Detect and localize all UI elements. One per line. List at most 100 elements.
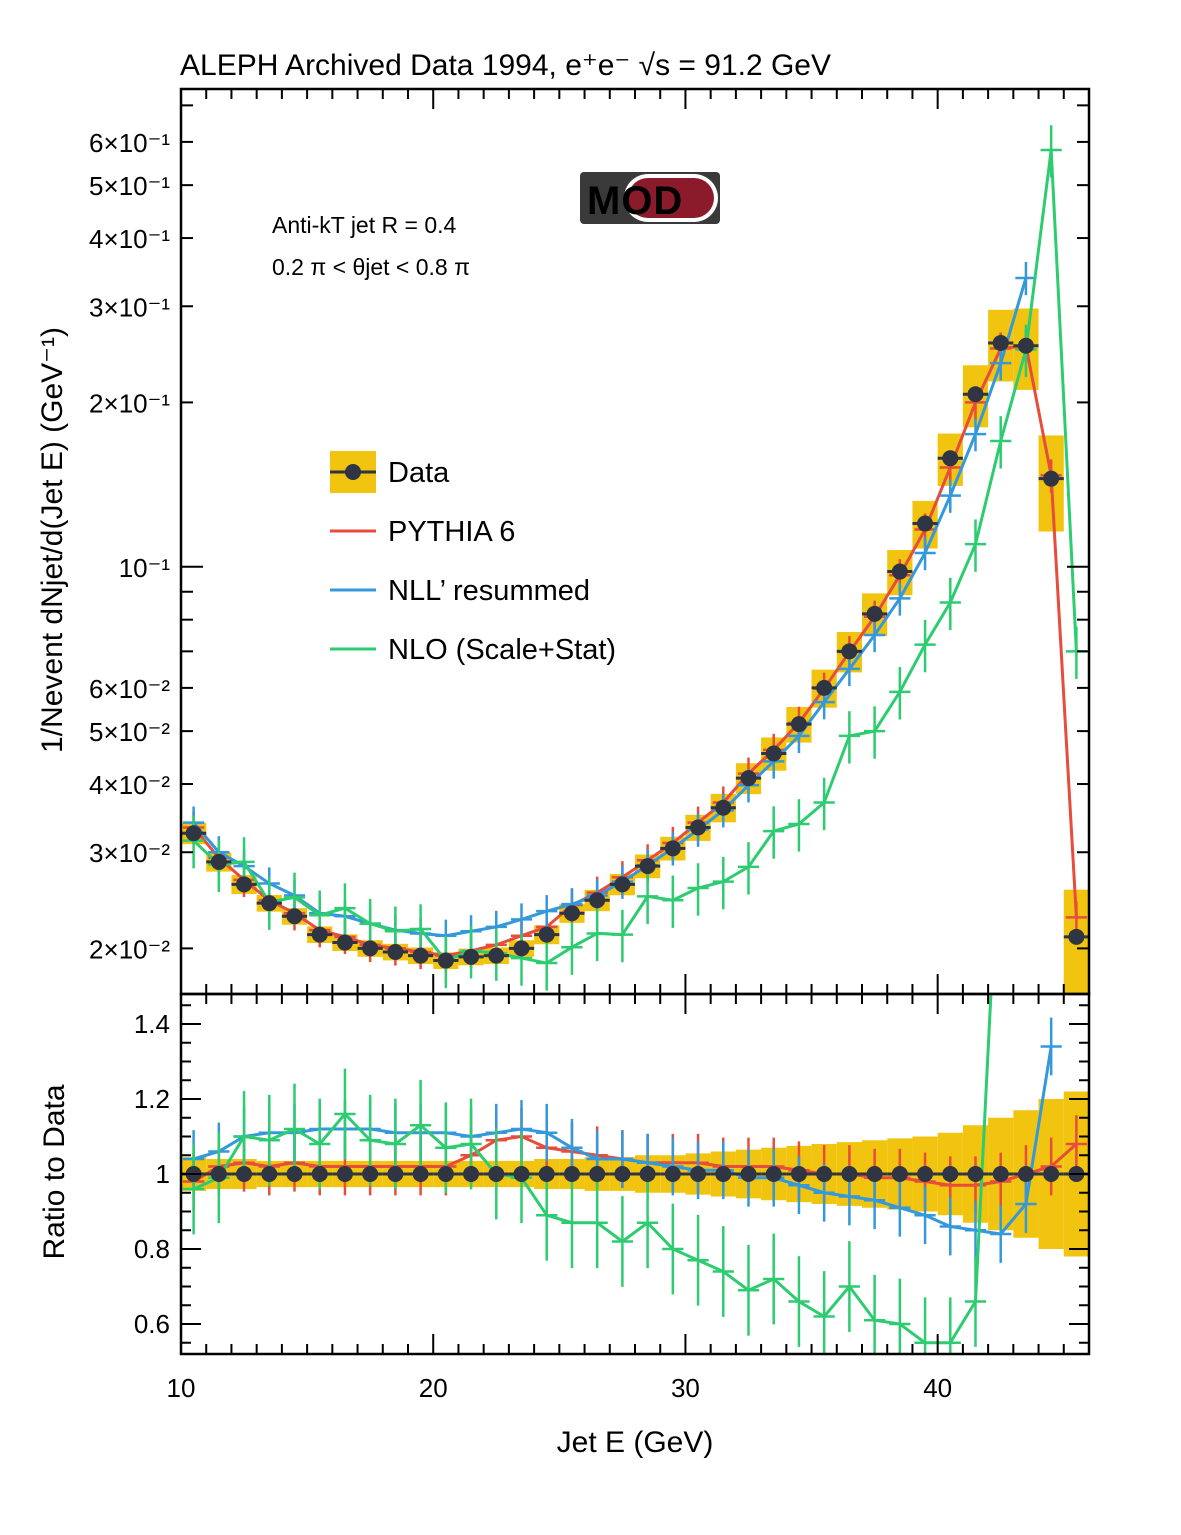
data-point	[740, 1166, 757, 1182]
y-tick-label: 10⁻¹	[119, 553, 171, 583]
data-point	[1043, 470, 1060, 487]
y-tick-label: 4×10⁻¹	[89, 224, 170, 254]
data-point	[412, 947, 429, 964]
y-axis-label-ratio: Ratio to Data	[38, 1084, 71, 1259]
data-point	[1017, 1166, 1034, 1182]
y-tick-label: 1	[156, 1159, 170, 1189]
annotation-theta-cut: 0.2 π < θjet < 0.8 π	[272, 254, 470, 280]
data-point	[437, 952, 454, 969]
data-point	[841, 1166, 858, 1182]
data-point	[336, 934, 353, 951]
ratio-plot: 10 20 30 40 0.6 0.8 1 1.2 1.4	[134, 89, 1091, 1403]
series-line-nll-resummed	[192, 277, 1028, 938]
data-point	[563, 905, 580, 922]
data-point	[412, 1166, 429, 1182]
data-point	[513, 940, 530, 957]
legend-label: Data	[388, 457, 450, 489]
data-point	[816, 1166, 833, 1182]
data-point	[1043, 1166, 1060, 1182]
y-tick-label: 3×10⁻¹	[89, 292, 170, 322]
data-point	[463, 948, 480, 965]
data-point	[917, 515, 934, 532]
x-tick-label: 30	[671, 1373, 700, 1403]
data-point	[286, 908, 303, 925]
data-point	[664, 840, 681, 857]
y-tick-label: 5×10⁻¹	[89, 171, 170, 201]
series-line-nlo-scale-stat-	[193, 994, 993, 1345]
data-point	[261, 895, 278, 912]
data-point	[261, 1166, 278, 1182]
x-axis-label: Jet E (GeV)	[557, 1426, 714, 1459]
data-point	[891, 1166, 908, 1182]
data-point	[437, 1166, 454, 1182]
data-point	[538, 1166, 555, 1182]
data-point	[992, 334, 1009, 351]
data-point	[311, 926, 328, 943]
data-point	[488, 947, 505, 964]
y-tick-label: 1.4	[134, 1009, 170, 1039]
data-point	[362, 1166, 379, 1182]
data-point	[740, 770, 757, 787]
y-tick-label: 5×10⁻²	[89, 717, 170, 747]
x-tick-label: 40	[923, 1373, 952, 1403]
y-tick-label: 3×10⁻²	[89, 838, 170, 868]
data-point	[387, 1166, 404, 1182]
y-tick-label: 6×10⁻¹	[89, 128, 170, 158]
data-point	[790, 1166, 807, 1182]
data-point	[664, 1166, 681, 1182]
y-tick-label: 4×10⁻²	[89, 770, 170, 800]
data-point	[185, 825, 202, 842]
data-point	[236, 1166, 253, 1182]
y-tick-label: 2×10⁻²	[89, 934, 170, 964]
data-point	[589, 1166, 606, 1182]
data-point	[336, 1166, 353, 1182]
legend-item-nlo-scale-stat-: NLO (Scale+Stat)	[330, 634, 616, 666]
data-point	[715, 1166, 732, 1182]
data-point	[942, 450, 959, 467]
chart-title: ALEPH Archived Data 1994, e⁺e⁻ √s = 91.2…	[180, 49, 831, 82]
data-point	[765, 1166, 782, 1182]
x-tick-label: 20	[419, 1373, 448, 1403]
x-tick-label: 10	[167, 1373, 196, 1403]
legend-item-data: Data	[330, 451, 450, 493]
data-point	[891, 563, 908, 580]
data-point	[992, 1166, 1009, 1182]
top-plot: 2×10⁻² 3×10⁻² 4×10⁻² 5×10⁻² 6×10⁻² 10⁻¹ 2×10⁻¹…	[89, 87, 1091, 996]
legend-item-nll-resummed: NLL’ resummed	[330, 575, 590, 607]
y-tick-label: 0.8	[134, 1234, 170, 1264]
data-point	[917, 1166, 934, 1182]
data-point	[362, 940, 379, 957]
data-point	[236, 876, 253, 893]
legend-label: NLO (Scale+Stat)	[388, 634, 616, 666]
data-point	[639, 1166, 656, 1182]
data-point	[639, 858, 656, 875]
data-point	[563, 1166, 580, 1182]
y-tick-label: 6×10⁻²	[89, 674, 170, 704]
logo-text: MOD	[587, 179, 683, 223]
plot-area	[181, 994, 1089, 1354]
data-point	[311, 1166, 328, 1182]
legend-item-pythia-6: PYTHIA 6	[330, 516, 515, 548]
data-point	[463, 1166, 480, 1182]
data-point	[1017, 337, 1034, 354]
data-point	[210, 853, 227, 870]
data-point	[387, 943, 404, 960]
data-point	[715, 799, 732, 816]
data-point	[866, 605, 883, 622]
data-point	[765, 745, 782, 762]
data-point	[1068, 928, 1085, 945]
data-point	[690, 1166, 707, 1182]
data-point	[967, 386, 984, 403]
plot-area	[181, 125, 1089, 994]
data-point	[488, 1166, 505, 1182]
data-point	[513, 1166, 530, 1182]
y-tick-label: 1.2	[134, 1084, 170, 1114]
data-point	[614, 876, 631, 893]
mod-logo: MOD	[580, 172, 720, 224]
data-point	[286, 1166, 303, 1182]
data-point	[589, 892, 606, 909]
y-tick-label: 2×10⁻¹	[89, 388, 170, 418]
data-point	[866, 1166, 883, 1182]
y-axis-label-top: 1/Nevent dNjet/d(Jet E) (GeV⁻¹)	[36, 327, 69, 753]
